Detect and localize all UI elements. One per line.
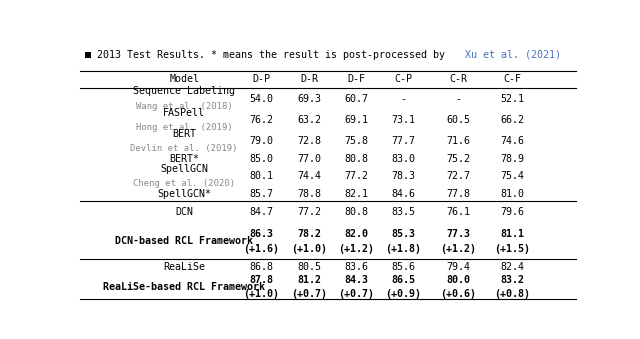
Text: 80.8: 80.8 (344, 154, 368, 164)
Text: 77.2: 77.2 (297, 207, 321, 217)
Text: (+0.7): (+0.7) (339, 289, 374, 299)
Text: 71.6: 71.6 (446, 136, 470, 146)
Text: 78.8: 78.8 (297, 189, 321, 199)
Text: (+1.6): (+1.6) (243, 244, 279, 254)
Text: 54.0: 54.0 (249, 94, 273, 104)
Text: Model: Model (169, 75, 199, 84)
Text: Xu et al. (2021): Xu et al. (2021) (465, 50, 561, 60)
Text: 73.1: 73.1 (392, 115, 415, 125)
Text: 79.4: 79.4 (446, 262, 470, 272)
Text: C-P: C-P (394, 75, 412, 84)
Text: 69.3: 69.3 (297, 94, 321, 104)
Text: 86.3: 86.3 (249, 229, 273, 239)
Text: 69.1: 69.1 (344, 115, 368, 125)
Text: BERT: BERT (172, 129, 196, 139)
Text: D-P: D-P (252, 75, 270, 84)
Text: 83.6: 83.6 (344, 262, 368, 272)
Text: 81.2: 81.2 (297, 275, 321, 284)
Text: 82.0: 82.0 (344, 229, 368, 239)
Text: 77.7: 77.7 (392, 136, 415, 146)
Text: (+1.8): (+1.8) (385, 244, 421, 254)
Text: 86.5: 86.5 (392, 275, 415, 284)
Text: 81.1: 81.1 (500, 229, 525, 239)
Text: 60.5: 60.5 (446, 115, 470, 125)
Text: 79.0: 79.0 (249, 136, 273, 146)
Text: 66.2: 66.2 (500, 115, 525, 125)
Text: (+1.2): (+1.2) (339, 244, 374, 254)
Text: 77.8: 77.8 (446, 189, 470, 199)
Text: 83.5: 83.5 (392, 207, 415, 217)
Text: 84.7: 84.7 (249, 207, 273, 217)
Text: 75.8: 75.8 (344, 136, 368, 146)
Text: ■ 2013 Test Results. * means the result is post-processed by: ■ 2013 Test Results. * means the result … (85, 50, 451, 60)
Text: 80.0: 80.0 (446, 275, 470, 284)
Text: Hong et al. (2019): Hong et al. (2019) (136, 123, 232, 132)
Text: ReaLiSe-based RCL Framework: ReaLiSe-based RCL Framework (103, 282, 265, 292)
Text: BERT*: BERT* (169, 154, 199, 164)
Text: 80.8: 80.8 (344, 207, 368, 217)
Text: 60.7: 60.7 (344, 94, 368, 104)
Text: 85.6: 85.6 (392, 262, 415, 272)
Text: 72.7: 72.7 (446, 172, 470, 181)
Text: 78.2: 78.2 (297, 229, 321, 239)
Text: 76.2: 76.2 (249, 115, 273, 125)
Text: 78.3: 78.3 (392, 172, 415, 181)
Text: 87.8: 87.8 (249, 275, 273, 284)
Text: 84.6: 84.6 (392, 189, 415, 199)
Text: 80.1: 80.1 (249, 172, 273, 181)
Text: 85.7: 85.7 (249, 189, 273, 199)
Text: (+1.5): (+1.5) (495, 244, 531, 254)
Text: Sequence Labeling: Sequence Labeling (133, 86, 235, 97)
Text: Wang et al. (2018): Wang et al. (2018) (136, 102, 232, 111)
Text: ReaLiSe: ReaLiSe (163, 262, 205, 272)
Text: SpellGCN*: SpellGCN* (157, 189, 211, 199)
Text: 85.0: 85.0 (249, 154, 273, 164)
Text: -: - (455, 94, 461, 104)
Text: 75.2: 75.2 (446, 154, 470, 164)
Text: 82.4: 82.4 (500, 262, 525, 272)
Text: 79.6: 79.6 (500, 207, 525, 217)
Text: 74.4: 74.4 (297, 172, 321, 181)
Text: (+0.8): (+0.8) (495, 289, 531, 299)
Text: C-F: C-F (504, 75, 522, 84)
Text: (+0.7): (+0.7) (291, 289, 327, 299)
Text: 74.6: 74.6 (500, 136, 525, 146)
Text: 52.1: 52.1 (500, 94, 525, 104)
Text: 86.8: 86.8 (249, 262, 273, 272)
Text: (+1.0): (+1.0) (243, 289, 279, 299)
Text: SpellGCN: SpellGCN (160, 164, 208, 174)
Text: (+0.9): (+0.9) (385, 289, 421, 299)
Text: Devlin et al. (2019): Devlin et al. (2019) (131, 144, 238, 153)
Text: 84.3: 84.3 (344, 275, 368, 284)
Text: (+1.2): (+1.2) (440, 244, 476, 254)
Text: C-R: C-R (449, 75, 467, 84)
Text: Cheng et al. (2020): Cheng et al. (2020) (133, 179, 236, 188)
Text: (+1.0): (+1.0) (291, 244, 327, 254)
Text: 78.9: 78.9 (500, 154, 525, 164)
Text: 80.5: 80.5 (297, 262, 321, 272)
Text: 76.1: 76.1 (446, 207, 470, 217)
Text: 82.1: 82.1 (344, 189, 368, 199)
Text: -: - (401, 94, 406, 104)
Text: 85.3: 85.3 (392, 229, 415, 239)
Text: 77.2: 77.2 (344, 172, 368, 181)
Text: D-F: D-F (348, 75, 365, 84)
Text: 83.2: 83.2 (500, 275, 525, 284)
Text: 77.0: 77.0 (297, 154, 321, 164)
Text: 77.3: 77.3 (446, 229, 470, 239)
Text: 72.8: 72.8 (297, 136, 321, 146)
Text: 81.0: 81.0 (500, 189, 525, 199)
Text: 75.4: 75.4 (500, 172, 525, 181)
Text: DCN: DCN (175, 207, 193, 217)
Text: FASPell: FASPell (163, 108, 205, 118)
Text: 83.0: 83.0 (392, 154, 415, 164)
Text: (+0.6): (+0.6) (440, 289, 476, 299)
Text: D-R: D-R (300, 75, 318, 84)
Text: DCN-based RCL Framework: DCN-based RCL Framework (115, 236, 253, 246)
Text: 63.2: 63.2 (297, 115, 321, 125)
